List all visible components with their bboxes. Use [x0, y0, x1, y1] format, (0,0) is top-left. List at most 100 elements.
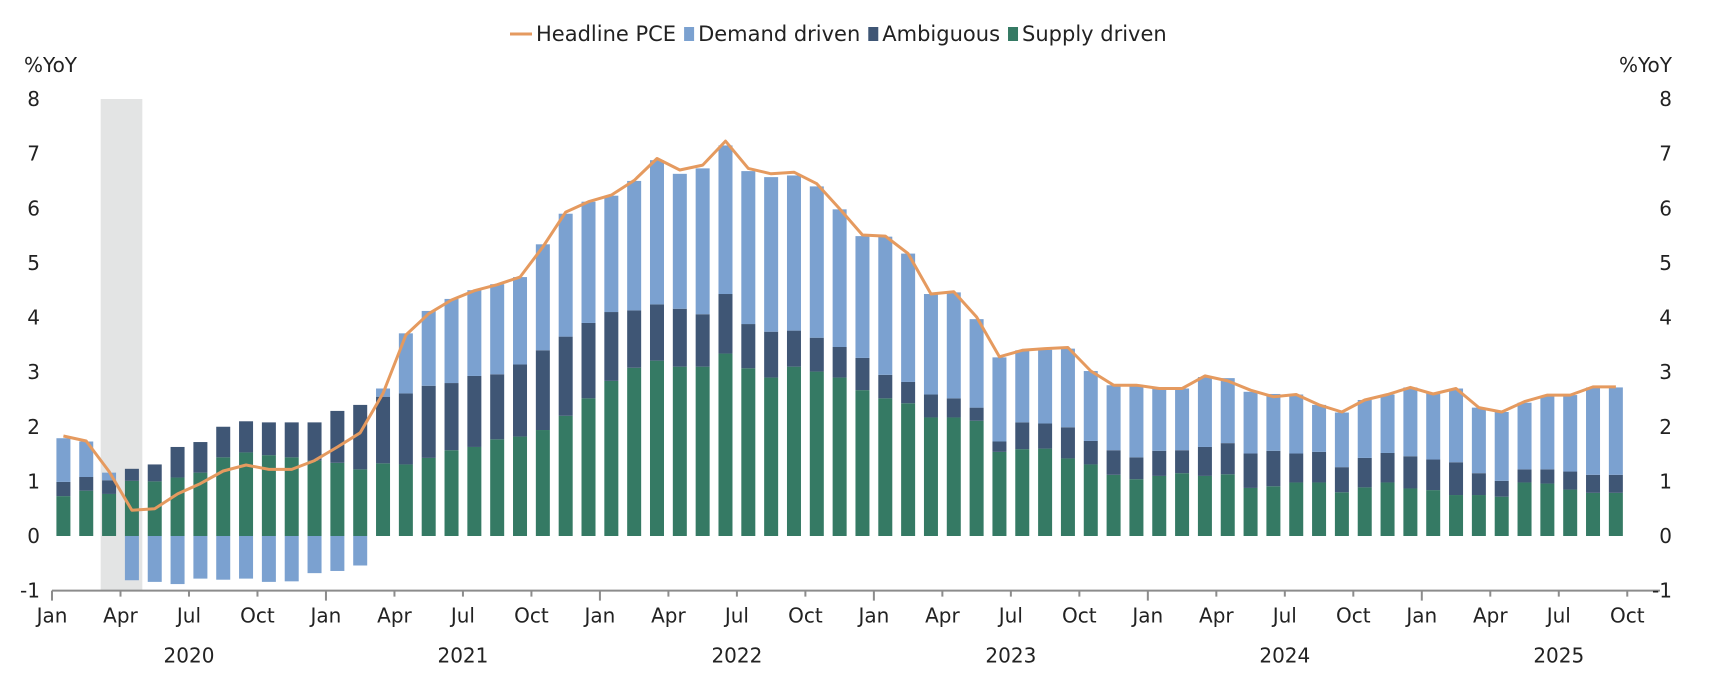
demand-driven-bar	[1540, 396, 1555, 470]
x-tick-label: Jan	[35, 604, 68, 628]
x-tick-label: Oct	[1062, 604, 1097, 628]
ambiguous-bar	[56, 481, 71, 497]
supply-driven-bar	[581, 398, 596, 536]
supply-driven-bar	[832, 377, 847, 536]
x-year-label: 2021	[437, 644, 488, 668]
x-tick-label: Apr	[651, 604, 686, 628]
bars-layer	[56, 145, 1623, 585]
supply-driven-bar	[1197, 475, 1212, 536]
y-axis-title-right: %YoY	[1619, 53, 1673, 77]
demand-driven-bar	[1289, 394, 1304, 454]
demand-driven-bar	[467, 290, 482, 376]
supply-driven-bar	[558, 415, 573, 536]
supply-driven-bar	[901, 403, 916, 536]
demand-driven-bar	[764, 177, 779, 332]
ambiguous-bar	[193, 442, 208, 473]
ambiguous-bar	[1266, 450, 1281, 487]
ambiguous-bar	[832, 346, 847, 378]
y-tick-label-right: -1	[1652, 579, 1672, 603]
supply-driven-bar	[1243, 487, 1258, 536]
demand-driven-bar	[307, 536, 322, 574]
supply-driven-bar	[1106, 474, 1121, 536]
x-tick-label: Oct	[1336, 604, 1371, 628]
headline-pce-line-layer	[63, 139, 1616, 512]
demand-driven-bar	[353, 536, 368, 566]
demand-driven-bar	[1312, 404, 1327, 452]
ambiguous-bar	[1449, 462, 1464, 496]
supply-driven-bar	[627, 367, 642, 536]
headline-pce-line	[63, 139, 1616, 512]
x-tick-label: Jul	[1545, 604, 1571, 628]
demand-driven-bar	[1334, 412, 1349, 468]
supply-driven-bar	[1220, 474, 1235, 536]
ambiguous-bar	[513, 364, 528, 437]
ambiguous-bar	[467, 375, 482, 447]
demand-driven-bar	[992, 357, 1007, 442]
supply-driven-bar	[307, 460, 322, 536]
supply-driven-bar	[1563, 489, 1578, 536]
ambiguous-bar	[102, 480, 117, 494]
supply-driven-bar	[1494, 496, 1509, 536]
x-tick-label: Apr	[377, 604, 412, 628]
supply-driven-bar	[421, 457, 436, 536]
supply-driven-bar	[1152, 475, 1167, 536]
ambiguous-bar	[1540, 469, 1555, 484]
demand-driven-bar	[809, 186, 824, 338]
demand-driven-bar	[1494, 412, 1509, 481]
demand-driven-bar	[102, 472, 117, 481]
supply-driven-bar	[239, 452, 254, 536]
demand-driven-bar	[421, 310, 436, 386]
x-tick-label: Jan	[309, 604, 342, 628]
supply-driven-bar	[1083, 464, 1098, 536]
y-tick-label-right: 5	[1659, 251, 1672, 275]
ambiguous-bar	[1403, 456, 1418, 489]
ambiguous-bar	[1197, 446, 1212, 476]
supply-driven-bar	[1471, 495, 1486, 536]
ambiguous-bar	[307, 422, 322, 461]
ambiguous-bar	[124, 468, 139, 481]
ambiguous-bar	[490, 374, 505, 440]
demand-driven-bar	[969, 319, 984, 408]
x-tick-label: Jan	[1130, 604, 1163, 628]
ambiguous-bar	[581, 322, 596, 399]
ambiguous-bar	[1517, 469, 1532, 483]
y-tick-label-left: 6	[27, 196, 40, 220]
supply-driven-bar	[649, 360, 664, 536]
y-tick-label-left: 8	[27, 87, 40, 111]
legend-item: Demand driven	[684, 22, 860, 46]
x-year-label: 2020	[164, 644, 215, 668]
ambiguous-bar	[1608, 474, 1623, 493]
y-tick-label-right: 3	[1659, 360, 1672, 384]
supply-driven-bar	[878, 398, 893, 536]
demand-driven-bar	[1517, 402, 1532, 470]
demand-driven-bar	[1243, 391, 1258, 454]
ambiguous-bar	[1426, 459, 1441, 491]
x-tick-label: Apr	[1473, 604, 1508, 628]
demand-driven-bar	[878, 236, 893, 375]
demand-driven-bar	[672, 173, 687, 309]
demand-driven-bar	[398, 333, 413, 394]
y-tick-label-left: 1	[27, 469, 40, 493]
demand-driven-bar	[284, 536, 299, 582]
ambiguous-bar	[764, 331, 779, 378]
demand-driven-bar	[1357, 399, 1372, 458]
demand-driven-bar	[147, 536, 162, 582]
supply-driven-bar	[718, 353, 733, 536]
supply-driven-bar	[56, 496, 71, 536]
ambiguous-bar	[627, 310, 642, 368]
demand-driven-bar	[216, 536, 231, 580]
y-axis-title-left: %YoY	[24, 53, 78, 77]
supply-driven-bar	[216, 457, 231, 536]
supply-driven-bar	[284, 457, 299, 536]
ambiguous-bar	[1563, 471, 1578, 490]
supply-driven-bar	[1266, 486, 1281, 536]
demand-driven-bar	[1471, 407, 1486, 474]
demand-driven-bar	[56, 438, 71, 482]
legend-item: Headline PCE	[510, 22, 676, 46]
demand-driven-bar	[581, 201, 596, 323]
ambiguous-bar	[718, 294, 733, 354]
ambiguous-bar	[239, 421, 254, 453]
x-tick-label: Oct	[788, 604, 823, 628]
demand-driven-bar	[786, 175, 801, 331]
